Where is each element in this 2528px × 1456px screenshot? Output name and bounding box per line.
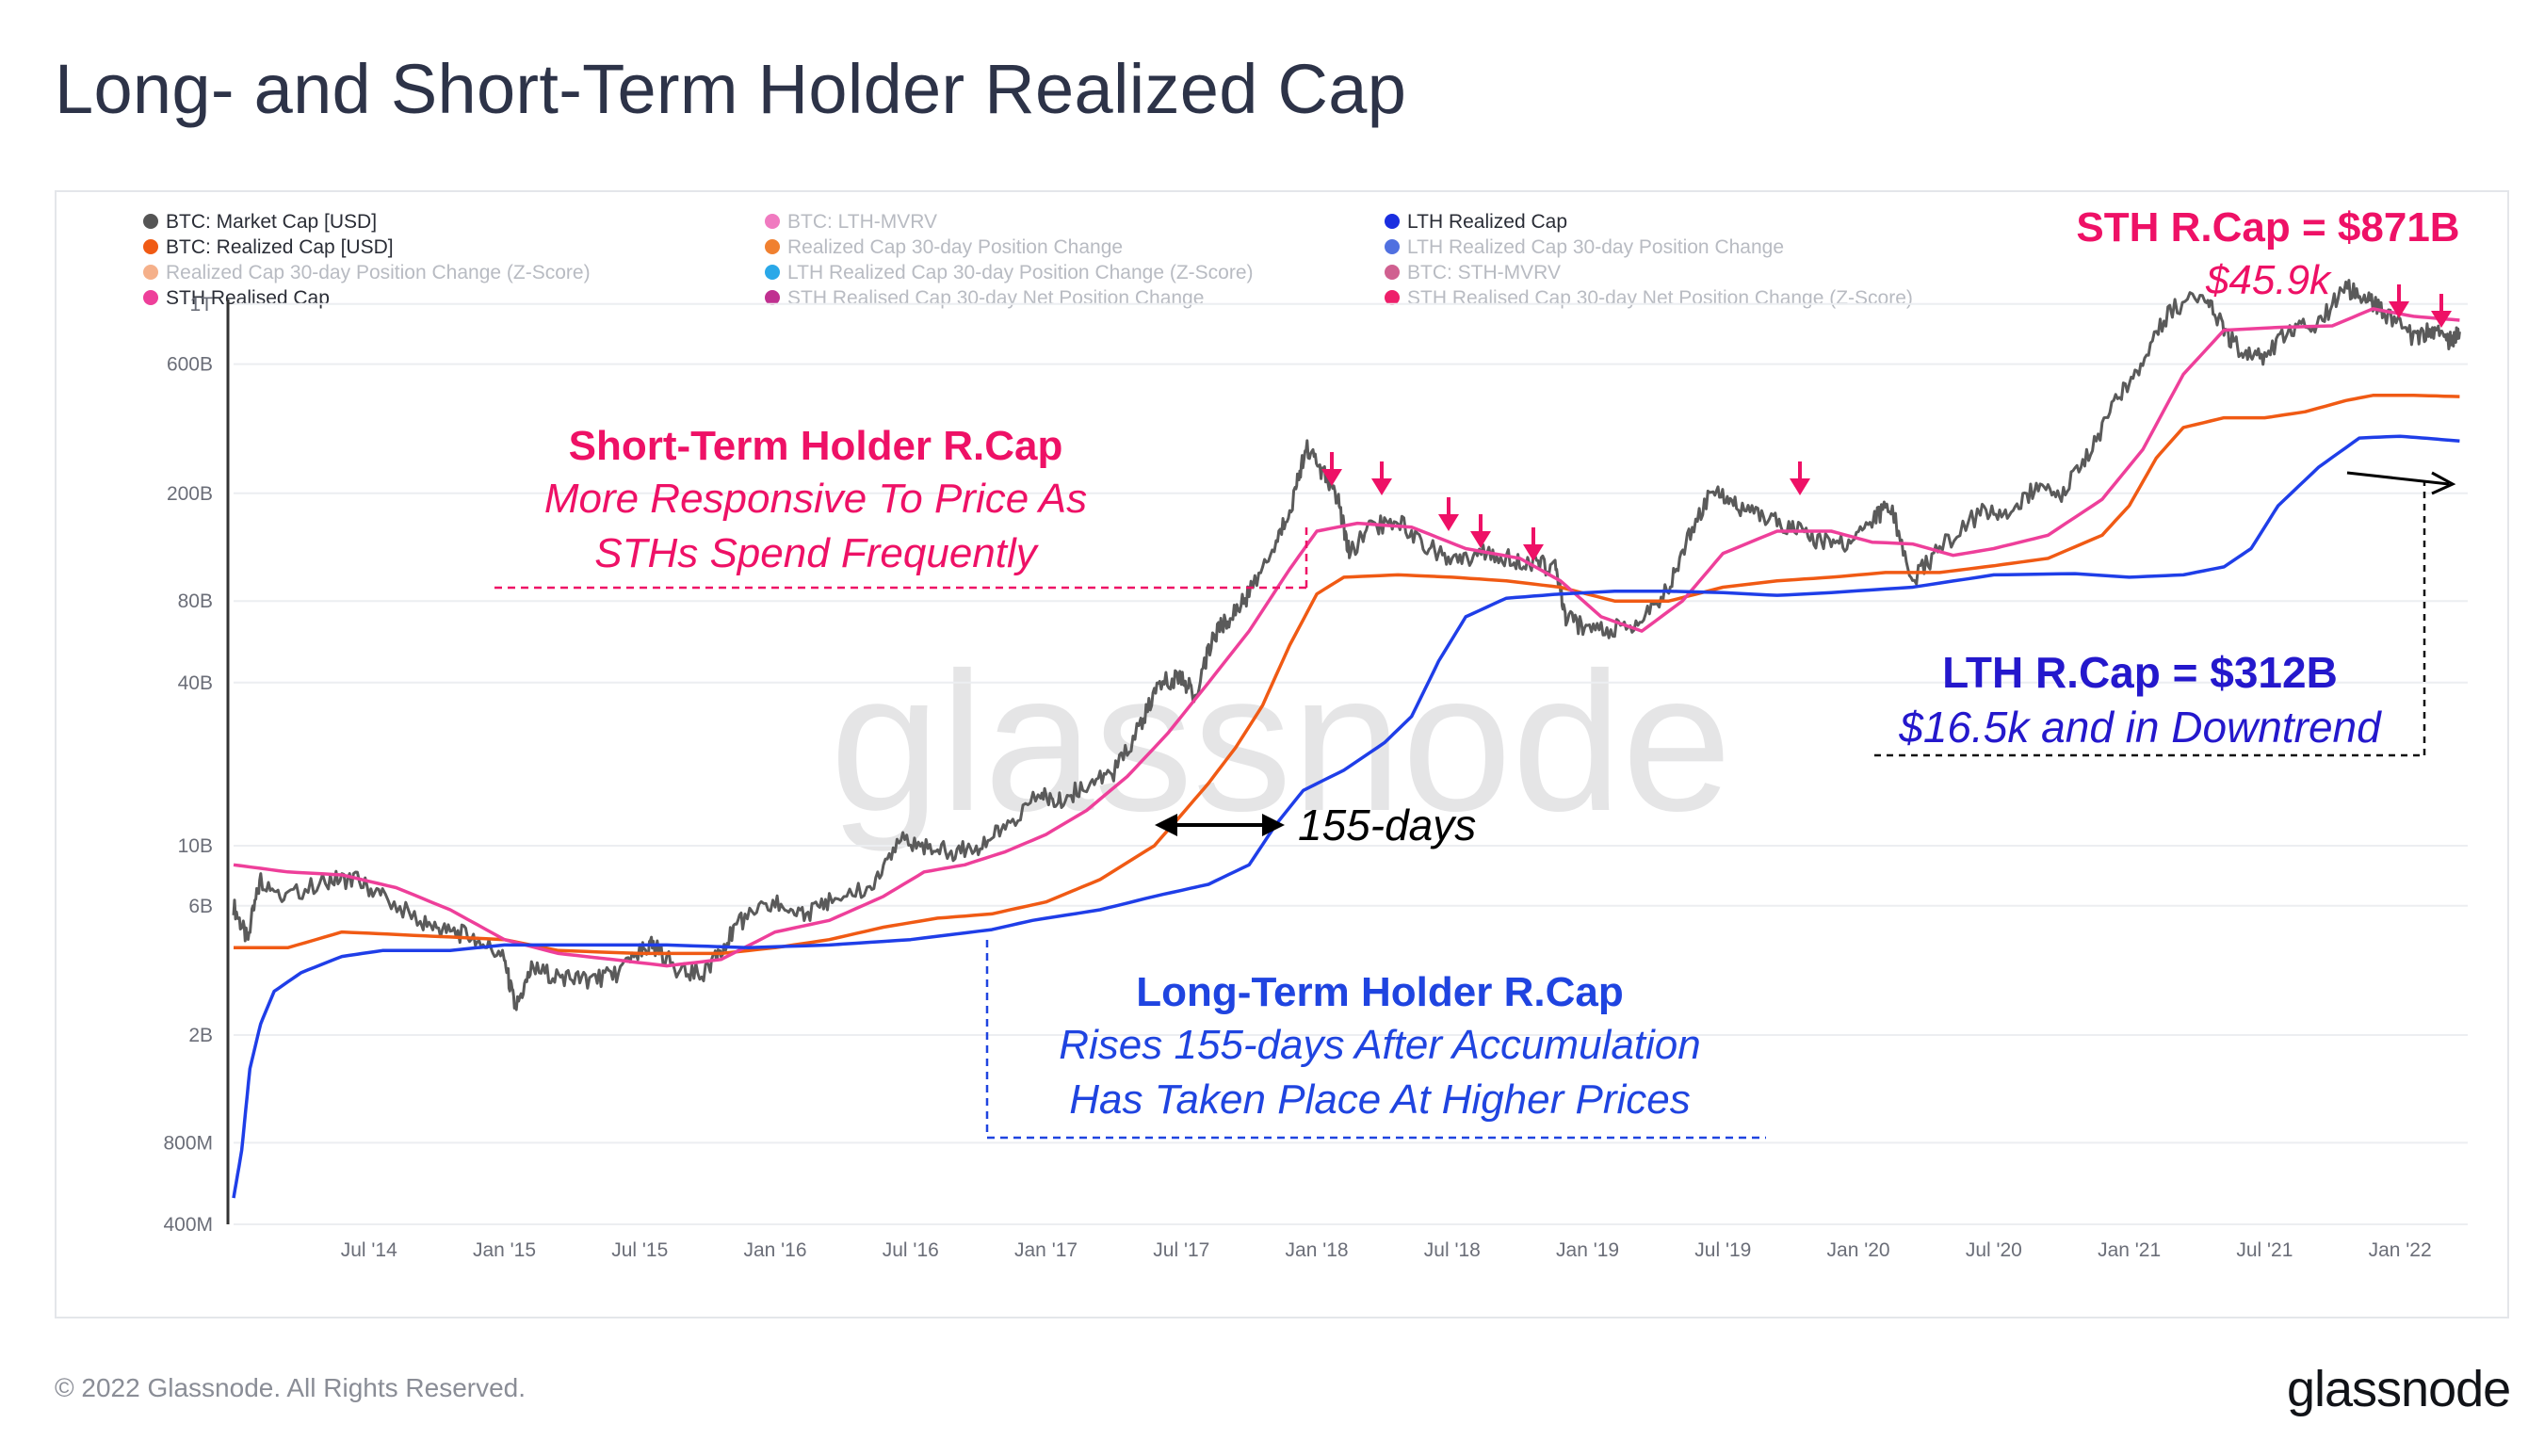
sth-rcap-value: STH R.Cap = $871B <box>2076 204 2459 251</box>
y-axis: 1T 600B 200B 80B 40B 10B 6B 2B 800M 400M <box>163 294 213 1236</box>
x-tick-label: Jan '21 <box>2098 1239 2161 1261</box>
lag-label: 155-days <box>1298 801 1476 849</box>
y-tick-label: 800M <box>163 1132 213 1154</box>
series-group[interactable] <box>232 279 2461 1199</box>
chart-panel <box>55 190 2509 1318</box>
y-tick-label: 600B <box>167 354 213 376</box>
legend-label: LTH Realized Cap 30-day Position Change <box>1407 236 1784 258</box>
page-title: Long- and Short-Term Holder Realized Cap <box>55 50 1407 128</box>
lth-line1: Rises 155-days After Accumulation <box>1059 1022 1700 1068</box>
x-tick-label: Jan '15 <box>473 1239 536 1261</box>
x-tick-label: Jan '20 <box>1827 1239 1890 1261</box>
legend-item[interactable]: Realized Cap 30-day Position Change (Z-S… <box>143 262 591 283</box>
legend-label: STH Realised Cap 30-day Net Position Cha… <box>1407 287 1913 309</box>
x-tick-label: Jan '17 <box>1014 1239 1078 1261</box>
legend-item[interactable]: STH Realised Cap 30-day Net Position Cha… <box>1385 287 1913 309</box>
x-tick-label: Jul '19 <box>1694 1239 1751 1261</box>
sth-price: $45.9k <box>2205 257 2332 303</box>
legend-item[interactable]: LTH Realized Cap <box>1385 211 1567 233</box>
legend-item[interactable]: LTH Realized Cap 30-day Position Change … <box>765 262 1254 283</box>
legend-item[interactable]: BTC: Market Cap [USD] <box>143 211 377 233</box>
red-down-arrow <box>1470 514 1491 548</box>
legend-dot <box>143 239 158 254</box>
red-down-arrow <box>1371 461 1392 495</box>
legend-label: BTC: Realized Cap [USD] <box>166 236 394 258</box>
x-tick-label: Jul '21 <box>2236 1239 2293 1261</box>
sth-line2: STHs Spend Frequently <box>594 530 1040 576</box>
red-down-arrow <box>1790 461 1810 495</box>
legend-label: BTC: LTH-MVRV <box>787 211 937 233</box>
legend-dot <box>765 290 780 305</box>
legend-label: BTC: Market Cap [USD] <box>166 211 377 233</box>
legend-dot <box>143 290 158 305</box>
y-tick-label: 2B <box>188 1025 213 1046</box>
x-tick-label: Jan '18 <box>1286 1239 1349 1261</box>
lag-double-arrow <box>1155 814 1285 836</box>
x-tick-label: Jul '17 <box>1153 1239 1209 1261</box>
legend-item[interactable]: STH Realised Cap <box>143 287 330 309</box>
series-realized-cap-line[interactable] <box>234 394 2460 956</box>
sth-title: Short-Term Holder R.Cap <box>569 423 1063 469</box>
legend-label: LTH Realized Cap 30-day Position Change … <box>787 262 1254 283</box>
series-lth-line[interactable] <box>232 434 2460 1199</box>
y-tick-label: 1T <box>189 294 213 315</box>
y-tick-label: 6B <box>188 896 213 917</box>
brand-logo: glassnode <box>2287 1361 2511 1417</box>
legend-label: STH Realised Cap 30-day Net Position Cha… <box>787 287 1204 309</box>
red-down-arrow <box>2431 294 2452 328</box>
legend-dot <box>1385 265 1400 280</box>
gridlines <box>234 302 2468 1225</box>
legend-label: Realized Cap 30-day Position Change (Z-S… <box>166 262 591 283</box>
legend-dot <box>143 214 158 229</box>
red-down-arrow <box>1438 497 1459 531</box>
y-tick-label: 40B <box>178 672 213 694</box>
legend-item[interactable]: Realized Cap 30-day Position Change <box>765 236 1123 258</box>
legend-item[interactable]: STH Realised Cap 30-day Net Position Cha… <box>765 287 1204 309</box>
x-tick-label: Jan '22 <box>2369 1239 2432 1261</box>
legend-item[interactable]: BTC: LTH-MVRV <box>765 211 937 233</box>
legend-dot <box>143 265 158 280</box>
legend-dot <box>765 265 780 280</box>
x-tick-label: Jul '14 <box>341 1239 397 1261</box>
lth-downtrend-arrow <box>2346 471 2456 495</box>
legend-dot <box>1385 239 1400 254</box>
red-down-arrow <box>1321 452 1342 486</box>
y-tick-label: 80B <box>178 590 213 612</box>
x-tick-label: Jan '19 <box>1556 1239 1619 1261</box>
y-tick-label: 200B <box>167 483 213 505</box>
legend[interactable]: BTC: Market Cap [USD] BTC: Realized Cap [… <box>143 211 1913 309</box>
red-down-arrow <box>1523 527 1544 561</box>
legend-label: Realized Cap 30-day Position Change <box>787 236 1123 258</box>
x-tick-label: Jul '16 <box>883 1239 939 1261</box>
x-tick-label: Jul '18 <box>1424 1239 1481 1261</box>
legend-dot <box>1385 214 1400 229</box>
series-market-cap-line[interactable] <box>232 279 2461 1011</box>
legend-item[interactable]: BTC: Realized Cap [USD] <box>143 236 394 258</box>
red-down-arrow <box>2389 284 2409 318</box>
x-tick-label: Jul '20 <box>1966 1239 2022 1261</box>
lth-price: $16.5k and in Downtrend <box>1898 703 2382 752</box>
red-arrows <box>1321 284 2452 561</box>
sth-line1: More Responsive To Price As <box>544 476 1087 522</box>
lth-title: Long-Term Holder R.Cap <box>1136 969 1623 1015</box>
legend-dot <box>1385 290 1400 305</box>
legend-label: LTH Realized Cap <box>1407 211 1567 233</box>
legend-dot <box>765 239 780 254</box>
y-tick-label: 400M <box>163 1214 213 1236</box>
series-sth-line[interactable] <box>233 307 2460 968</box>
y-tick-label: 10B <box>178 835 213 857</box>
x-tick-label: Jul '15 <box>611 1239 668 1261</box>
copyright-footer: © 2022 Glassnode. All Rights Reserved. <box>55 1373 527 1402</box>
lth-line2: Has Taken Place At Higher Prices <box>1069 1076 1690 1123</box>
legend-label: BTC: STH-MVRV <box>1407 262 1561 283</box>
legend-dot <box>765 214 780 229</box>
legend-item[interactable]: BTC: STH-MVRV <box>1385 262 1561 283</box>
x-axis: Jul '14 Jan '15 Jul '15 Jan '16 Jul '16 Jan '… <box>341 1239 2432 1261</box>
legend-item[interactable]: LTH Realized Cap 30-day Position Change <box>1385 236 1784 258</box>
x-tick-label: Jan '16 <box>743 1239 806 1261</box>
lth-rcap-value: LTH R.Cap = $312B <box>1942 648 2338 697</box>
